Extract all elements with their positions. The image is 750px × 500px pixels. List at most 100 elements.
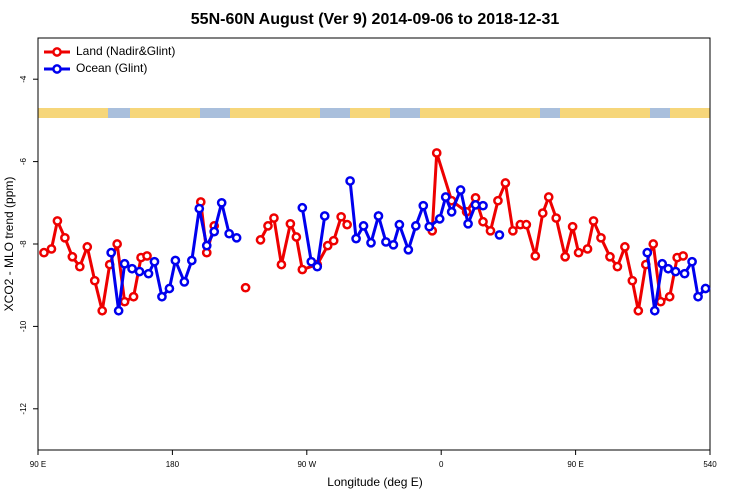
data-point xyxy=(255,235,266,245)
data-point xyxy=(306,256,317,267)
data-point xyxy=(291,232,302,242)
data-point xyxy=(642,247,653,258)
data-point xyxy=(342,219,352,230)
data-point xyxy=(537,208,548,218)
data-point xyxy=(560,251,570,262)
data-point xyxy=(633,305,644,316)
data-point xyxy=(530,251,541,261)
data-point xyxy=(588,216,599,226)
data-point xyxy=(97,305,108,316)
data-point xyxy=(649,305,660,316)
data-point xyxy=(431,148,442,158)
data-point xyxy=(543,192,554,202)
data-point xyxy=(678,251,688,261)
series-line xyxy=(43,152,684,312)
data-point xyxy=(82,242,93,252)
data-point xyxy=(142,251,152,261)
data-point xyxy=(106,247,117,258)
data-point xyxy=(89,275,100,286)
data-point xyxy=(209,226,220,237)
data-point xyxy=(612,261,623,272)
data-point xyxy=(434,214,445,224)
data-point xyxy=(119,258,130,269)
x-tick-label: 540 xyxy=(703,460,717,469)
data-point xyxy=(312,261,323,272)
data-point xyxy=(74,261,85,272)
data-point xyxy=(679,268,690,279)
legend-marker xyxy=(52,64,62,74)
data-point xyxy=(276,259,287,270)
data-point xyxy=(52,216,63,226)
data-point xyxy=(201,240,212,251)
data-point xyxy=(119,296,130,307)
data-point xyxy=(648,239,659,249)
data-point xyxy=(179,277,190,287)
data-point xyxy=(149,256,160,267)
data-point xyxy=(494,230,505,240)
data-point xyxy=(170,255,181,266)
y-tick-label: -12 xyxy=(19,402,28,414)
data-point xyxy=(269,213,279,223)
legend-label: Ocean (Glint) xyxy=(76,61,147,75)
data-point xyxy=(297,264,308,275)
data-point xyxy=(493,195,503,206)
data-point xyxy=(418,200,429,211)
data-point xyxy=(134,266,145,277)
data-point xyxy=(500,178,511,188)
data-point xyxy=(231,232,242,243)
data-point xyxy=(394,219,405,230)
data-point xyxy=(508,225,518,236)
data-point xyxy=(112,239,122,249)
data-point xyxy=(285,218,296,229)
data-point xyxy=(424,221,435,232)
data-point xyxy=(194,203,205,214)
data-point xyxy=(596,232,606,243)
data-point xyxy=(373,211,384,221)
data-point xyxy=(127,263,137,274)
data-point xyxy=(670,266,681,277)
chart-title: 55N-60N August (Ver 9) 2014-09-06 to 201… xyxy=(191,11,560,28)
data-point xyxy=(240,282,251,293)
data-point xyxy=(403,244,414,255)
data-point xyxy=(216,197,227,208)
data-point xyxy=(521,219,532,230)
x-tick-label: 0 xyxy=(439,460,444,469)
data-point xyxy=(455,185,466,195)
data-point xyxy=(478,216,488,227)
y-tick-label: -10 xyxy=(19,320,28,332)
data-point xyxy=(366,237,376,248)
data-point xyxy=(655,296,666,307)
data-point xyxy=(687,256,697,267)
data-point xyxy=(113,305,124,316)
x-tick-label: 90 E xyxy=(567,460,583,469)
data-point xyxy=(322,240,333,251)
data-point xyxy=(582,244,593,254)
data-point xyxy=(381,237,391,247)
x-tick-label: 90 W xyxy=(297,460,316,469)
data-point xyxy=(567,221,578,232)
data-point xyxy=(67,251,78,262)
data-point xyxy=(440,192,451,202)
data-point xyxy=(60,232,70,243)
x-tick-label: 90 E xyxy=(30,460,46,469)
x-axis-label: Longitude (deg E) xyxy=(327,475,422,489)
data-point xyxy=(463,218,473,229)
data-point xyxy=(351,233,361,244)
data-point xyxy=(664,291,675,302)
data-point xyxy=(46,244,57,254)
data-point xyxy=(627,275,638,286)
data-point xyxy=(410,221,421,231)
data-point xyxy=(297,202,308,213)
data-point xyxy=(551,213,562,223)
y-axis-label: XCO2 - MLO trend (ppm) xyxy=(2,177,16,312)
legend-marker xyxy=(52,47,62,57)
legend-label: Land (Nadir&Glint) xyxy=(76,44,175,58)
data-point xyxy=(470,200,481,210)
data-point xyxy=(358,221,369,231)
x-tick-label: 180 xyxy=(166,460,180,469)
data-point xyxy=(319,211,330,221)
data-point xyxy=(693,291,703,302)
data-point xyxy=(345,176,355,186)
data-point xyxy=(485,225,496,236)
data-point xyxy=(39,247,49,258)
